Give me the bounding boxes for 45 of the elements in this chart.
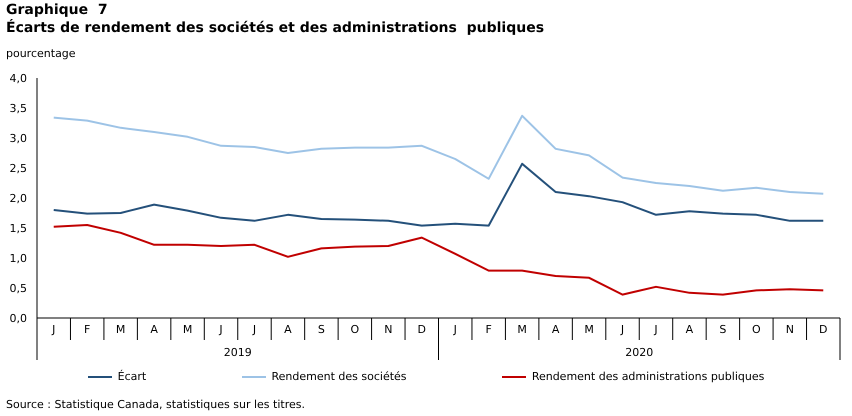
x-tick-label: J [218, 323, 223, 336]
y-tick-label: 3,5 [10, 102, 27, 115]
y-tick-label: 0,0 [10, 312, 27, 325]
x-tick-label: N [786, 323, 794, 336]
x-tick-label: D [418, 323, 426, 336]
legend-label: Écart [118, 370, 146, 383]
x-tick-label: S [318, 323, 325, 336]
legend-label: Rendement des sociétés [272, 370, 407, 383]
y-tick-label: 0,5 [10, 282, 27, 295]
line-series [52, 114, 824, 195]
legend-label: Rendement des administrations publiques [532, 370, 764, 383]
x-tick-label: N [384, 323, 392, 336]
y-tick-label: 3,0 [10, 132, 27, 145]
x-tick-label: J [620, 323, 624, 336]
text: 2020 [625, 346, 654, 359]
y-axis-title: pourcentage [6, 47, 76, 60]
chart-subtitle: Écarts de rendement des sociétés et des administrations publiques [6, 20, 544, 36]
x-tick-label: M [584, 323, 594, 336]
source-note: Source : Statistique Canada, statistiques sur les titres. [6, 398, 305, 411]
x-tick-label: J [653, 323, 658, 336]
y-tick-label: 1,0 [10, 252, 27, 265]
x-tick-label: M [116, 323, 126, 336]
y-tick-label: 4,0 [10, 72, 27, 85]
y-tick-label: 2,5 [10, 162, 27, 175]
x-tick-label: O [752, 323, 762, 336]
y-tick-label: 1,5 [10, 222, 27, 235]
x-tick-label: F [84, 323, 90, 336]
x-tick-label: O [350, 323, 360, 336]
x-tick-label: J [452, 323, 457, 336]
x-tick-label: A [686, 323, 694, 336]
y-tick-label: 2,0 [10, 192, 27, 205]
x-tick-label: J [252, 323, 256, 336]
x-tick-label: D [819, 323, 828, 336]
x-tick-label: A [552, 323, 560, 336]
x-tick-label: M [517, 323, 527, 336]
x-tick-label: M [182, 323, 192, 336]
x-tick-label: A [284, 323, 292, 336]
x-tick-label: F [486, 323, 492, 336]
x-tick-label: S [719, 323, 726, 336]
line-series [52, 224, 824, 296]
text: 2019 [224, 346, 252, 359]
x-tick-label: J [51, 323, 56, 336]
x-tick-label: A [150, 323, 158, 336]
chart-title: Graphique 7 [6, 2, 108, 18]
line-series [52, 162, 824, 227]
